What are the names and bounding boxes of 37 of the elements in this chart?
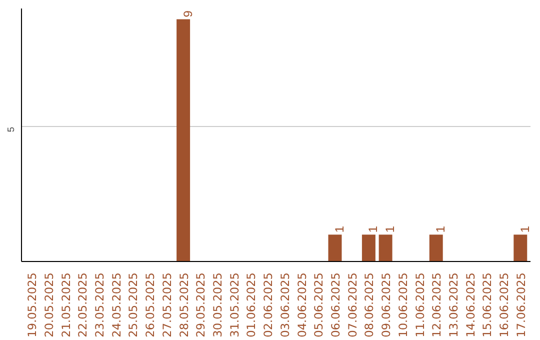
x-tick-label: 14.06.2025 (463, 272, 478, 338)
x-tick-label: 01.06.2025 (244, 272, 258, 338)
x-tick-label: 27.05.2025 (160, 272, 174, 338)
x-tick-label: 08.06.2025 (362, 272, 376, 338)
x-tick-label: 05.06.2025 (312, 272, 326, 338)
x-tick-label: 12.06.2025 (430, 272, 444, 338)
x-tick-label: 28.05.2025 (176, 272, 191, 338)
x-tick-label: 25.05.2025 (126, 272, 140, 338)
data-label: 1 (434, 226, 448, 233)
data-label: 1 (518, 226, 532, 233)
x-tick-label: 09.06.2025 (379, 272, 394, 338)
y-tick-label: 5 (6, 126, 16, 132)
x-tick-label: 24.05.2025 (109, 272, 124, 338)
x-tick-label: 11.06.2025 (412, 272, 427, 338)
x-tick-label: 23.05.2025 (92, 272, 107, 338)
x-tick-label: 31.05.2025 (227, 272, 242, 338)
x-tick-label: 02.06.2025 (261, 272, 276, 338)
x-tick-label: 22.05.2025 (76, 272, 90, 338)
x-tick-label: 03.06.2025 (278, 272, 292, 338)
x-tick-label: 10.06.2025 (396, 272, 410, 338)
x-tick-label: 06.06.2025 (328, 272, 342, 338)
data-label: 1 (366, 226, 380, 233)
x-tick-label: 04.06.2025 (294, 272, 309, 338)
data-label: 9 (180, 10, 195, 18)
x-tick-label: 30.05.2025 (210, 272, 225, 338)
data-label: 1 (383, 226, 398, 233)
x-tick-label: 16.06.2025 (497, 272, 512, 338)
x-tick-label: 13.06.2025 (446, 272, 460, 338)
x-tick-label: 07.06.2025 (345, 272, 360, 338)
x-tick-label: 26.05.2025 (143, 272, 158, 338)
x-tick-label: 15.06.2025 (480, 272, 494, 338)
x-tick-label: 20.05.2025 (42, 272, 56, 338)
x-tick-label: 17.06.2025 (514, 272, 528, 338)
x-tick-label: 19.05.2025 (25, 272, 40, 338)
x-tick-label: 29.05.2025 (194, 272, 208, 338)
data-label: 1 (332, 226, 346, 233)
x-tick-label: 21.05.2025 (58, 272, 73, 338)
